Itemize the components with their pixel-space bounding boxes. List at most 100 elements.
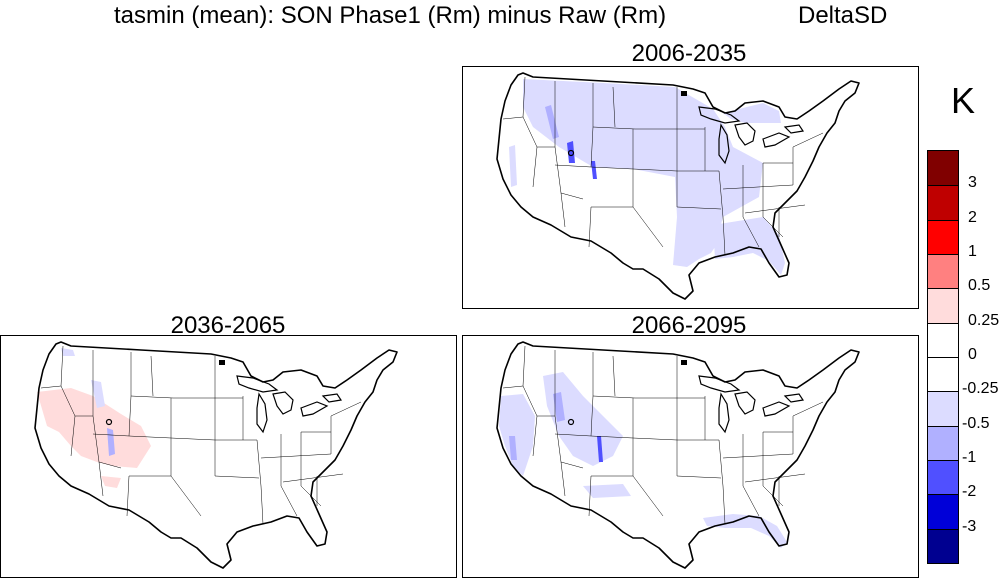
colorbar-unit: K xyxy=(951,80,976,121)
colorbar-tick-label: -2 xyxy=(962,483,977,501)
colorbar-box xyxy=(928,460,958,495)
great-lake xyxy=(783,124,805,134)
anomaly-region xyxy=(499,394,535,476)
state-boundary xyxy=(170,475,202,517)
state-boundary xyxy=(98,461,122,469)
figure-title: tasmin (mean): SON Phase1 (Rm) minus Raw… xyxy=(0,2,1005,86)
great-lake xyxy=(718,123,730,165)
state-boundary xyxy=(744,473,806,483)
state-boundary xyxy=(522,385,538,417)
great-salt-lake xyxy=(105,418,113,426)
state-boundary xyxy=(592,126,636,130)
state-boundary xyxy=(130,395,174,399)
colorbar-tick-label: -3 xyxy=(962,517,977,535)
colorbar-tick-label: 3 xyxy=(968,174,977,192)
state-boundary xyxy=(554,146,562,194)
colorbar-box xyxy=(928,357,958,392)
state-boundary xyxy=(170,437,216,441)
state-boundary xyxy=(632,475,664,517)
colorbar-tick-label: 1 xyxy=(968,243,977,260)
great-salt-lake xyxy=(567,418,575,426)
anomaly-region xyxy=(37,388,151,468)
state-boundary xyxy=(40,385,62,389)
anomaly-region xyxy=(91,380,105,408)
colorbar-tick-label: -1 xyxy=(962,449,977,466)
anomaly-region xyxy=(509,436,517,460)
colorbar-box xyxy=(928,425,958,461)
state-boundary xyxy=(560,192,566,228)
great-lake xyxy=(698,375,741,393)
state-boundary xyxy=(742,485,760,517)
state-boundary xyxy=(128,435,172,439)
great-lake xyxy=(718,392,730,434)
state-boundary xyxy=(744,204,806,214)
state-boundary xyxy=(330,401,362,417)
state-boundary xyxy=(632,437,678,441)
anomaly-region xyxy=(543,372,623,466)
state-boundary xyxy=(632,168,678,172)
anomaly-region xyxy=(723,103,781,123)
anomaly-region xyxy=(583,484,631,498)
colorbar-tick-label: 0.25 xyxy=(968,311,1000,329)
colorbar-box xyxy=(928,185,958,221)
state-boundary xyxy=(676,206,722,210)
great-lake xyxy=(762,132,791,148)
great-lake xyxy=(783,393,805,403)
state-boundary xyxy=(260,485,264,525)
state-boundary xyxy=(70,415,76,457)
state-boundary xyxy=(92,415,100,463)
great-lake xyxy=(256,392,268,434)
panel-title-2036-2065: 2036-2065 xyxy=(170,312,286,339)
state-boundary xyxy=(260,453,332,459)
great-lake xyxy=(272,391,294,415)
anomaly-region xyxy=(553,392,565,422)
map-panel-2036-2065 xyxy=(0,335,457,578)
colorbar-box xyxy=(928,254,958,289)
anomaly-region xyxy=(545,105,559,139)
colorbar-box xyxy=(928,322,958,358)
state-boundary xyxy=(214,475,260,479)
great-lake xyxy=(236,375,279,393)
colorbar-tick-label: -0.5 xyxy=(962,414,990,432)
anomaly-region xyxy=(713,217,785,275)
state-boundary xyxy=(150,355,154,397)
state-boundary xyxy=(522,116,538,148)
colorbar-tick-label: -0.25 xyxy=(962,380,999,398)
colorbar-box xyxy=(928,288,958,324)
colorbar-box xyxy=(928,528,958,564)
panel-title-2006-2035: 2006-2035 xyxy=(631,40,747,67)
state-boundary xyxy=(722,453,794,459)
state-boundary xyxy=(590,395,594,437)
state-boundary xyxy=(718,170,724,218)
state-boundary xyxy=(280,485,298,517)
anomaly-region xyxy=(61,348,75,356)
anomaly-region xyxy=(567,141,575,163)
anomaly-region xyxy=(703,514,787,548)
anomaly-region xyxy=(591,161,597,179)
coastline xyxy=(496,341,860,569)
state-boundary xyxy=(554,433,592,437)
state-boundary xyxy=(502,116,524,120)
map-panel-2006-2035 xyxy=(462,66,919,309)
lake-of-the-woods xyxy=(219,360,225,365)
state-boundary xyxy=(98,461,104,497)
panel-title-2066-2095: 2066-2095 xyxy=(631,312,747,339)
state-boundary xyxy=(554,415,562,463)
coastline xyxy=(496,72,860,300)
colorbar-box xyxy=(928,494,958,530)
great-lake xyxy=(762,401,791,417)
state-boundary xyxy=(612,86,616,128)
state-boundary xyxy=(722,216,726,256)
state-boundary xyxy=(128,395,132,437)
great-lake xyxy=(300,401,329,417)
state-boundary xyxy=(676,475,722,479)
state-boundary xyxy=(532,146,538,188)
state-boundary xyxy=(256,439,262,487)
state-boundary xyxy=(60,345,64,387)
colorbar-box xyxy=(928,219,958,255)
state-boundary xyxy=(560,461,584,469)
figure-title-method: DeltaSD xyxy=(798,2,888,29)
anomaly-region xyxy=(101,476,121,488)
map-panel-2066-2095 xyxy=(462,335,919,578)
great-lake xyxy=(734,122,756,146)
